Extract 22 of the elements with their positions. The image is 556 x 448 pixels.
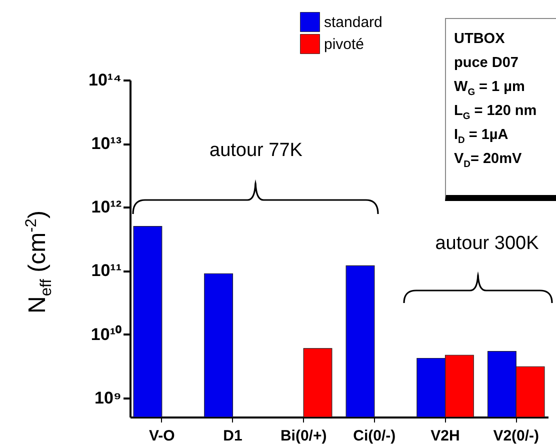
y-tick-label: 10¹² [91, 198, 122, 217]
legend-label: pivoté [324, 36, 364, 53]
annotation: V$_{D}$= 20mV [454, 150, 523, 171]
annotation: autour 300K [435, 233, 539, 255]
annotation: L$_{G}$ = 120 nm [454, 102, 538, 123]
y-tick-label: 10¹⁴ [88, 70, 122, 90]
y-tick-label: 10⁹ [94, 388, 122, 408]
text: UTBOX [454, 31, 505, 47]
y-tick-label: 10¹³ [91, 134, 122, 154]
x-tick-label: Bi(0/+) [280, 428, 327, 444]
x-tick-label: Ci(0/-) [353, 428, 396, 444]
annotation: I$_{D}$ = 1µA [454, 126, 510, 147]
y-tick-label: 10¹⁰ [90, 324, 122, 344]
x-tick-label: V2H [430, 428, 460, 444]
annotation: W$_{G}$ = 1 µm [454, 78, 526, 99]
y-tick-label: 10¹¹ [91, 261, 122, 280]
x-tick-label: D1 [223, 428, 242, 444]
x-tick-label: V-O [148, 428, 176, 444]
legend-label: standard [324, 14, 382, 31]
text: puce D07 [454, 55, 518, 71]
annotation: autour 77K [210, 140, 302, 162]
x-tick-label: V2(0/-) [493, 428, 540, 444]
